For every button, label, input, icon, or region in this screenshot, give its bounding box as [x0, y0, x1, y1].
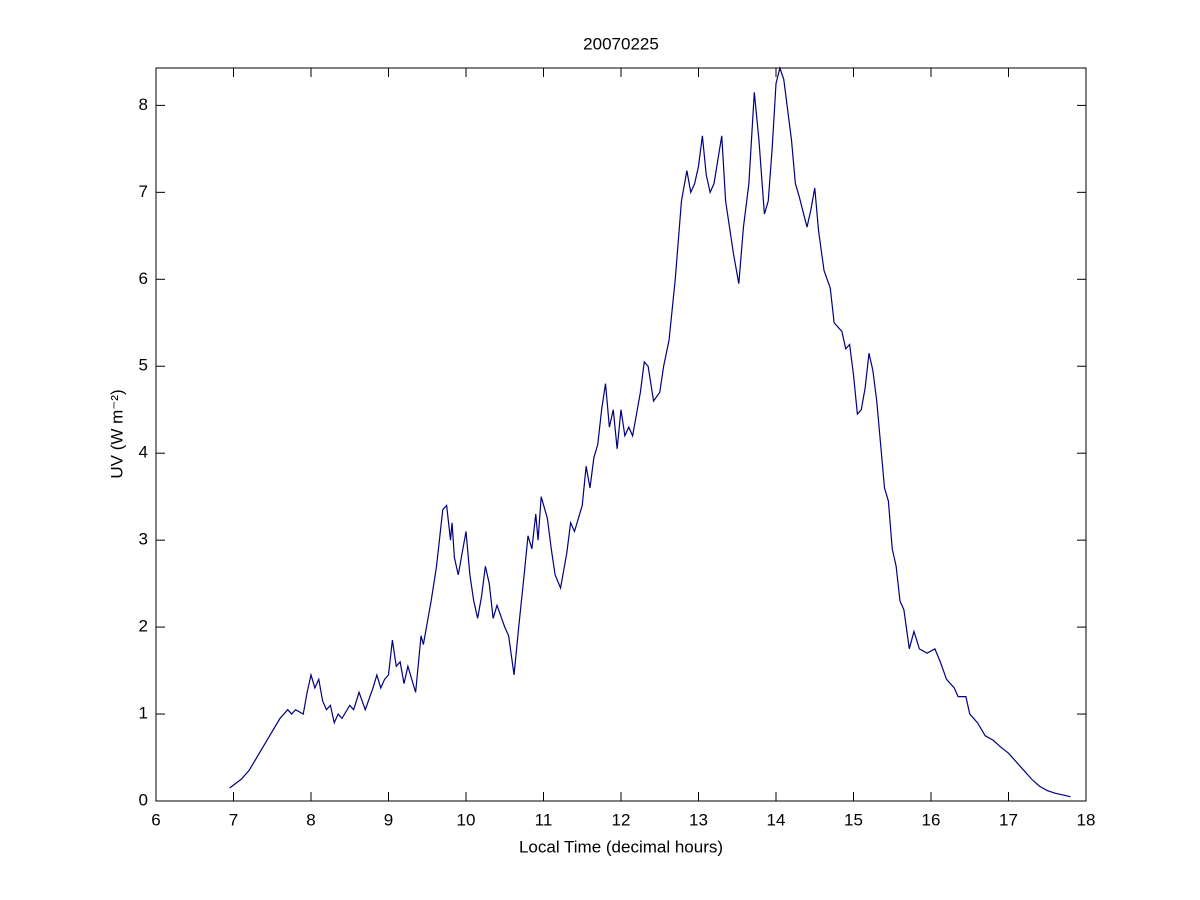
data-line	[229, 65, 1071, 798]
plot-box	[155, 67, 1087, 802]
y-tick-label: 4	[139, 443, 148, 462]
x-tick-label: 18	[1077, 810, 1096, 829]
x-tick-label: 8	[306, 810, 315, 829]
x-tick-label: 6	[151, 810, 160, 829]
y-tick-label: 1	[139, 704, 148, 723]
x-tick-label: 15	[844, 810, 863, 829]
x-tick-label: 17	[999, 810, 1018, 829]
y-tick-label: 5	[139, 356, 148, 375]
x-tick-label: 12	[612, 810, 631, 829]
x-tick-label: 14	[767, 810, 786, 829]
x-tick-label: 16	[922, 810, 941, 829]
y-tick-label: 2	[139, 617, 148, 636]
chart-title: 20070225	[583, 34, 659, 53]
x-axis-label: Local Time (decimal hours)	[519, 837, 723, 856]
y-axis-label: UV (W m⁻²)	[107, 389, 126, 478]
y-tick-label: 0	[139, 790, 148, 809]
x-tick-label: 9	[384, 810, 393, 829]
y-tick-label: 7	[139, 182, 148, 201]
x-tick-label: 11	[535, 810, 553, 829]
y-tick-label: 3	[139, 530, 148, 549]
x-tick-label: 10	[457, 810, 476, 829]
x-tick-label: 7	[229, 810, 238, 829]
y-tick-label: 6	[139, 269, 148, 288]
y-tick-label: 8	[139, 95, 148, 114]
x-tick-label: 13	[689, 810, 708, 829]
